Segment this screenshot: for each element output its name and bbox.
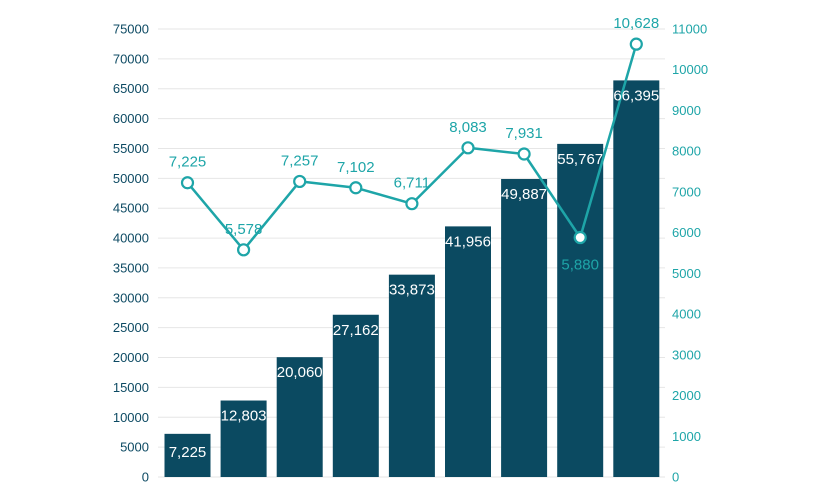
left-tick-label: 65000 — [113, 81, 149, 96]
right-tick-label: 6000 — [672, 225, 701, 240]
left-tick-label: 75000 — [113, 22, 149, 37]
right-tick-label: 4000 — [672, 307, 701, 322]
line-point — [237, 243, 251, 257]
left-tick-label: 40000 — [113, 231, 149, 246]
line-point — [405, 197, 419, 211]
right-tick-label: 10000 — [672, 62, 708, 77]
line-series — [180, 37, 643, 257]
line-value-label: 8,083 — [449, 119, 487, 136]
line-value-label: 7,931 — [505, 125, 543, 142]
line-point — [349, 181, 363, 195]
bar-value-label: 33,873 — [389, 282, 435, 299]
right-tick-label: 3000 — [672, 347, 701, 362]
left-tick-label: 70000 — [113, 51, 149, 66]
right-axis: 0 1000 2000 3000 4000 5000 6000 7000 8000 9000 100… — [672, 22, 708, 485]
line-value-label: 7,257 — [281, 152, 319, 169]
left-tick-label: 20000 — [113, 350, 149, 365]
right-tick-label: 5000 — [672, 266, 701, 281]
bar-value-label: 55,767 — [557, 151, 603, 168]
left-tick-label: 50000 — [113, 171, 149, 186]
left-tick-label: 35000 — [113, 260, 149, 275]
bar-value-label: 12,803 — [221, 408, 267, 425]
data-labels: 7,225 12,803 20,060 27,162 33,873 41,956 49,88… — [169, 15, 660, 461]
right-tick-label: 1000 — [672, 429, 701, 444]
line-value-label: 7,102 — [337, 159, 375, 176]
left-tick-label: 25000 — [113, 320, 149, 335]
left-tick-label: 60000 — [113, 111, 149, 126]
left-tick-label: 10000 — [113, 410, 149, 425]
right-tick-label: 8000 — [672, 144, 701, 159]
bar — [613, 80, 660, 477]
line-value-label: 5,880 — [561, 257, 599, 274]
bar-value-label: 49,887 — [501, 186, 547, 203]
bar — [557, 143, 604, 477]
bar-series — [164, 80, 660, 478]
bar — [388, 274, 435, 477]
bar — [164, 433, 211, 477]
line-value-label: 7,225 — [169, 154, 207, 171]
bar — [220, 400, 267, 477]
left-tick-label: 0 — [142, 470, 149, 485]
line-value-label: 6,711 — [394, 175, 430, 192]
line-point — [573, 230, 587, 245]
line-point — [461, 141, 475, 155]
right-tick-label: 2000 — [672, 388, 701, 403]
right-tick-label: 0 — [672, 470, 679, 485]
bar-value-label: 20,060 — [277, 364, 323, 381]
right-tick-label: 7000 — [672, 184, 701, 199]
bar — [445, 226, 491, 477]
line-value-label: 10,628 — [613, 15, 659, 32]
left-tick-label: 5000 — [120, 440, 149, 455]
right-tick-label: 11000 — [672, 22, 707, 37]
bar-value-label: 7,225 — [169, 444, 207, 461]
bar — [501, 179, 548, 478]
right-tick-label: 9000 — [672, 103, 701, 118]
line-point — [293, 174, 307, 189]
bar-value-label: 41,956 — [445, 233, 491, 250]
line-point — [180, 176, 195, 190]
left-tick-label: 15000 — [113, 380, 149, 395]
left-tick-label: 55000 — [113, 141, 149, 156]
bar — [276, 357, 323, 477]
line-value-label: 5,578 — [225, 221, 263, 238]
bar — [332, 314, 379, 477]
bar-value-label: 66,395 — [613, 87, 659, 104]
left-tick-label: 30000 — [113, 290, 149, 305]
bar-value-label: 27,162 — [333, 322, 379, 339]
left-axis: 0 5000 10000 15000 20000 25000 30000 35000 40000… — [113, 22, 149, 485]
left-tick-label: 45000 — [113, 201, 149, 216]
line-point — [517, 147, 531, 161]
line-point — [629, 37, 643, 51]
